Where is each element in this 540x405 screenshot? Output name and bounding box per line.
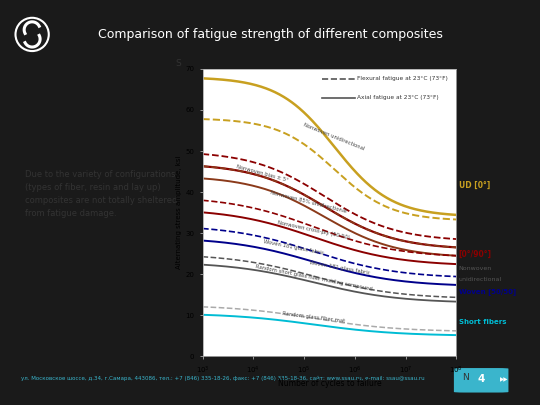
Text: Nonwoven unidirectional: Nonwoven unidirectional — [302, 122, 365, 151]
Text: Flexural fatigue at 23°C (73°F): Flexural fatigue at 23°C (73°F) — [357, 77, 448, 81]
Text: Woven 181 glass fabric: Woven 181 glass fabric — [262, 239, 324, 256]
Text: Nonwoven cross-ply (50-50): Nonwoven cross-ply (50-50) — [277, 221, 350, 241]
Text: Random short glass fiber molding compound: Random short glass fiber molding compoun… — [255, 264, 372, 292]
Text: Random glass fiber mat: Random glass fiber mat — [281, 311, 345, 324]
Text: ▶▶: ▶▶ — [500, 377, 508, 382]
Text: ул. Московское шоссе, д.34, г.Самара, 443086, тел.: +7 (846) 335-18-26, факс: +7: ул. Московское шоссе, д.34, г.Самара, 44… — [21, 376, 424, 382]
Text: Short fibers: Short fibers — [459, 320, 507, 326]
Text: [0°/90°]: [0°/90°] — [459, 250, 492, 259]
Text: 4: 4 — [478, 374, 485, 384]
Text: UD [0°]: UD [0°] — [459, 181, 490, 190]
Text: Woven 181 glass fabric: Woven 181 glass fabric — [309, 260, 371, 275]
Text: Nonwoven 85% unidirectional: Nonwoven 85% unidirectional — [270, 190, 347, 214]
X-axis label: Number of cycles to failure: Number of cycles to failure — [278, 379, 381, 388]
Text: Nonwoven: Nonwoven — [459, 266, 492, 271]
Text: Woven [50/50]: Woven [50/50] — [459, 288, 516, 295]
Y-axis label: Alternating stress amplitude, ksi: Alternating stress amplitude, ksi — [177, 156, 183, 269]
Text: Nonwoven bias ± 5°: Nonwoven bias ± 5° — [236, 164, 289, 183]
Text: S: S — [176, 59, 181, 68]
FancyBboxPatch shape — [454, 368, 509, 392]
Text: Comparison of fatigue strength of different composites: Comparison of fatigue strength of differ… — [98, 28, 442, 41]
Text: unidirectional: unidirectional — [459, 277, 502, 282]
Text: Axial fatigue at 23°C (73°F): Axial fatigue at 23°C (73°F) — [357, 95, 439, 100]
Text: Due to the variety of configurations
(types of fiber, resin and lay up)
composit: Due to the variety of configurations (ty… — [25, 170, 177, 218]
Text: N: N — [462, 373, 469, 382]
